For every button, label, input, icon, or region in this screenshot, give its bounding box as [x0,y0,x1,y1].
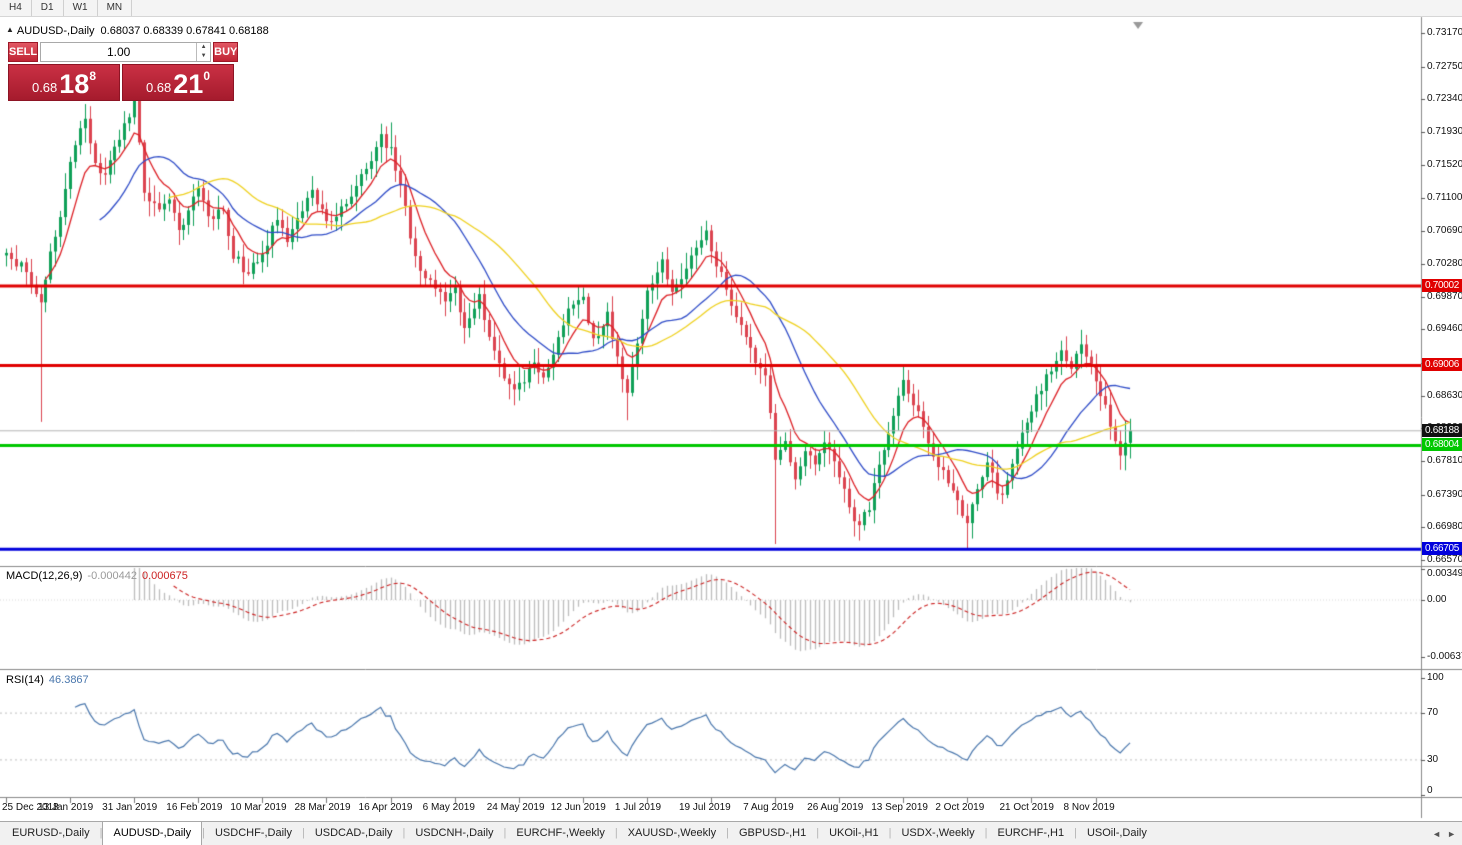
tab-separator: | [888,827,892,839]
macd-axis-label: 0.00 [1427,594,1447,605]
price-axis-label: 0.71930 [1427,126,1462,137]
rsi-axis-label: 0 [1427,785,1433,796]
tab-separator: | [1074,827,1077,839]
symbol-tab-usdx-weekly[interactable]: USDX-,Weekly [901,827,975,839]
chart-symbol-period: AUDUSD-,Daily [16,25,95,37]
buy-button[interactable]: BUY [213,42,239,62]
tab-separator: | [202,827,205,839]
hline-price-badge: 0.68004 [1422,438,1462,452]
rsi-axis-label: 30 [1427,753,1439,765]
hline-price-badge: 0.66705 [1422,542,1462,556]
macd-signal-value: 0.000675 [141,570,188,582]
volume-increase-button[interactable]: ▲ [200,44,207,50]
price-axis-label: 0.70690 [1427,225,1462,237]
symbol-tab-eurusd-daily[interactable]: EURUSD-,Daily [12,827,90,839]
volume-decrease-button[interactable]: ▼ [200,53,207,59]
macd-indicator-label: MACD(12,26,9) -0.000442 0.000675 [6,570,193,582]
tab-separator: | [726,827,729,839]
price-axis-label: 0.69460 [1427,323,1462,335]
hline-price-badge: 0.70002 [1422,278,1462,292]
tab-separator: | [503,827,507,839]
one-click-trade-panel: SELL ▲ ▼ BUY 0.68 18 8 0.68 21 0 [8,42,239,101]
chart-title: ▲ AUDUSD-,Daily 0.68037 0.68339 0.67841 0.… [6,25,269,37]
main-chart-canvas[interactable] [0,0,1462,821]
buy-price-sup: 0 [203,69,211,83]
timeframe-toolbar: H4 D1 W1 MN [0,0,1462,17]
volume-spinner: ▲ ▼ [196,43,210,61]
symbol-tab-usdchf-daily[interactable]: USDCHF-,Daily [214,827,292,839]
symbol-tab-usdcnh-daily[interactable]: USDCNH-,Daily [415,827,494,839]
price-axis-label: 0.72750 [1427,60,1462,72]
price-axis-label: 0.67390 [1427,488,1462,500]
macd-main-value: -0.000442 [87,570,137,582]
tab-scroll-right-icon[interactable]: ► [1447,828,1456,839]
price-axis-label: 0.69870 [1427,290,1462,302]
symbol-tab-xauusd-weekly[interactable]: XAUUSD-,Weekly [627,827,717,839]
symbol-tab-ukoil-h1[interactable]: UKOil-,H1 [829,827,879,839]
price-axis-label: 0.66570 [1427,554,1462,565]
symbol-tab-usdcad-daily[interactable]: USDCAD-,Daily [314,827,393,839]
price-axis-label: 0.73170 [1427,27,1462,38]
sell-price-big: 18 [59,69,90,99]
price-axis-label: 0.70280 [1427,257,1462,269]
symbol-tab-audusd-daily[interactable]: AUDUSD-,Daily [102,822,203,845]
rsi-axis-label: 100 [1427,672,1444,683]
buy-price-base: 0.68 [145,80,172,95]
timeframe-button-h4[interactable]: H4 [0,0,32,16]
volume-box: ▲ ▼ [40,42,212,62]
symbol-tab-eurchf-weekly[interactable]: EURCHF-,Weekly [516,827,605,839]
rsi-value: 46.3867 [48,674,89,686]
symbol-tab-bar: EURUSD-,Daily | AUDUSD-,Daily | USDCHF-,Dail… [0,821,1462,845]
tab-scroll-controls: ◄ ► [1432,822,1462,845]
rsi-axis-label: 70 [1427,707,1439,719]
sell-price-base: 0.68 [31,80,58,95]
symbol-tab-eurchf-h1[interactable]: EURCHF-,H1 [997,827,1065,839]
hline-price-badge: 0.69006 [1422,358,1462,372]
symbol-tab-gbpusd-h1[interactable]: GBPUSD-,H1 [738,827,807,839]
symbol-tab-usoil-daily[interactable]: USOil-,Daily [1086,827,1147,839]
buy-price-big: 21 [173,69,204,99]
sell-button[interactable]: SELL [8,42,39,62]
price-axis-label: 0.67810 [1427,454,1462,466]
timeframe-button-w1[interactable]: W1 [64,0,98,16]
chart-ohlc-values: 0.68037 0.68339 0.67841 0.68188 [100,25,269,37]
tab-separator: | [402,827,406,839]
price-axis: 0.73170 0.72750 0.72340 0.71930 0.71520 0.711… [1422,0,1462,820]
price-axis-label: 0.72340 [1427,93,1462,105]
volume-input[interactable] [41,43,197,61]
macd-axis-label: -0.00637 [1427,651,1462,663]
tab-separator: | [614,827,618,839]
buy-price-button[interactable]: 0.68 21 0 [122,64,234,101]
tab-separator: | [301,827,305,839]
tab-separator: | [99,827,103,839]
price-axis-label: 0.68630 [1427,389,1462,401]
sell-price-sup: 8 [89,69,97,83]
rsi-name: RSI(14) [6,674,44,686]
macd-name: MACD(12,26,9) [6,570,83,582]
timeframe-button-d1[interactable]: D1 [32,0,64,16]
one-click-collapse-icon[interactable]: ▲ [6,25,14,34]
price-axis-label: 0.66980 [1427,521,1462,533]
tab-scroll-left-icon[interactable]: ◄ [1432,828,1442,839]
price-axis-label: 0.71100 [1427,192,1462,204]
rsi-indicator-label: RSI(14) 46.3867 [6,674,94,686]
timeframe-button-mn[interactable]: MN [98,0,133,16]
macd-axis-label: 0.00349 [1427,568,1462,579]
tab-separator: | [984,827,988,839]
price-axis-label: 0.71520 [1427,158,1462,170]
current-price-badge: 0.68188 [1422,423,1462,437]
sell-price-button[interactable]: 0.68 18 8 [8,64,120,101]
tab-separator: | [816,827,820,839]
